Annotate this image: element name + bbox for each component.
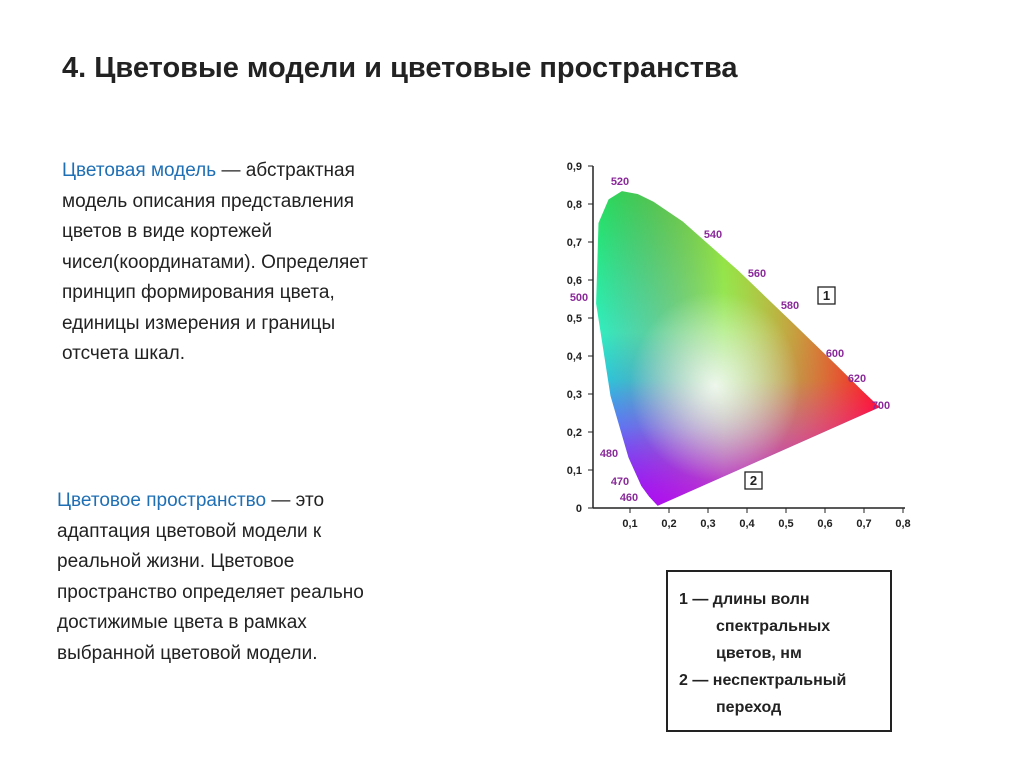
text-line: адаптация цветовой модели к	[57, 517, 364, 548]
text-line: отсчета шкал.	[62, 339, 368, 370]
x-tick-label: 0,5	[778, 518, 793, 530]
term: Цветовое пространство	[57, 490, 267, 511]
marker-label: 2	[750, 473, 757, 488]
marker-label: 1	[823, 288, 830, 303]
y-tick-label: 0,7	[567, 237, 582, 249]
legend-box	[666, 570, 892, 732]
paragraph: Цветовое пространство — это адаптация цве…	[57, 486, 364, 669]
y-tick-label: 0,9	[567, 161, 582, 173]
wavelength-label: 500	[570, 292, 588, 304]
text: чисел(координатами). Определяет	[62, 251, 368, 273]
y-tick-label: 0,4	[567, 351, 583, 363]
x-tick-label: 0,6	[817, 518, 832, 530]
y-tick-label: 0	[576, 503, 582, 515]
text: — это	[266, 490, 325, 511]
text-line: единицы измерения и границы	[62, 309, 368, 340]
gamut-area	[596, 191, 880, 506]
x-tick-label: 0,7	[856, 518, 871, 530]
x-tick-label: 0,1	[622, 518, 637, 530]
marker-box	[817, 286, 836, 305]
text: отсчета шкал.	[62, 343, 185, 364]
slide-title: 4. Цветовые модели и цветовые пространст…	[62, 52, 738, 84]
text: достижимые цвета в рамках	[57, 612, 307, 633]
paragraph: Цветовая модель — абстрактная модель опис…	[62, 156, 368, 370]
wavelength-label: 580	[781, 300, 799, 312]
text-line: модель описания представления	[62, 187, 368, 218]
text: модель описания представления	[62, 190, 355, 212]
y-tick-label: 0,1	[567, 465, 582, 477]
text-line: принцип формирования цвета,	[62, 278, 368, 309]
x-tick-label: 0,3	[700, 518, 715, 530]
text-line: Цветовое пространство — это	[57, 486, 364, 517]
y-tick-label: 0,2	[567, 427, 582, 439]
text: — абстрактная	[216, 160, 355, 181]
text: единицы измерения и границы	[62, 312, 336, 334]
term: Цветовая модель	[62, 160, 217, 181]
text-line: реальной жизни. Цветовое	[57, 547, 364, 578]
text-line: Цветовая модель — абстрактная	[62, 156, 368, 187]
marker-box	[744, 471, 763, 490]
legend-line: 1 — длины волн	[679, 591, 810, 608]
legend-line: 2 — неспектральный	[679, 672, 846, 689]
wavelength-label: 560	[748, 268, 766, 280]
text-line: цветов в виде кортежей	[62, 217, 368, 248]
x-tick-label: 0,2	[661, 518, 676, 530]
wavelength-label: 600	[826, 348, 844, 360]
text: принцип формирования цвета,	[62, 282, 335, 303]
text-line: достижимые цвета в рамках	[57, 608, 364, 639]
text-line: пространство определяет реально	[57, 578, 364, 609]
text-line: чисел(координатами). Определяет	[62, 248, 368, 279]
wavelength-label: 470	[611, 476, 629, 488]
wavelength-label: 480	[600, 448, 618, 460]
wavelength-label: 700	[872, 400, 890, 412]
text: реальной жизни. Цветовое	[57, 551, 295, 572]
x-tick-label: 0,4	[739, 518, 755, 530]
legend-line: переход	[716, 699, 781, 716]
text: выбранной цветовой модели.	[57, 642, 318, 664]
text: адаптация цветовой модели к	[57, 520, 322, 542]
wavelength-label: 460	[620, 492, 638, 504]
text-line: выбранной цветовой модели.	[57, 639, 364, 670]
x-tick-label: 0,8	[895, 518, 910, 530]
legend-line: цветов, нм	[716, 645, 802, 662]
wavelength-label: 520	[611, 176, 629, 188]
wavelength-label: 540	[704, 229, 722, 241]
text: цветов в виде кортежей	[62, 221, 273, 242]
y-tick-label: 0,6	[567, 275, 582, 287]
y-tick-label: 0,3	[567, 389, 582, 401]
wavelength-label: 620	[848, 373, 866, 385]
y-tick-label: 0,5	[567, 313, 582, 325]
y-tick-label: 0,8	[567, 199, 582, 211]
text: пространство определяет реально	[57, 581, 364, 603]
legend-line: спектральных	[716, 618, 830, 635]
